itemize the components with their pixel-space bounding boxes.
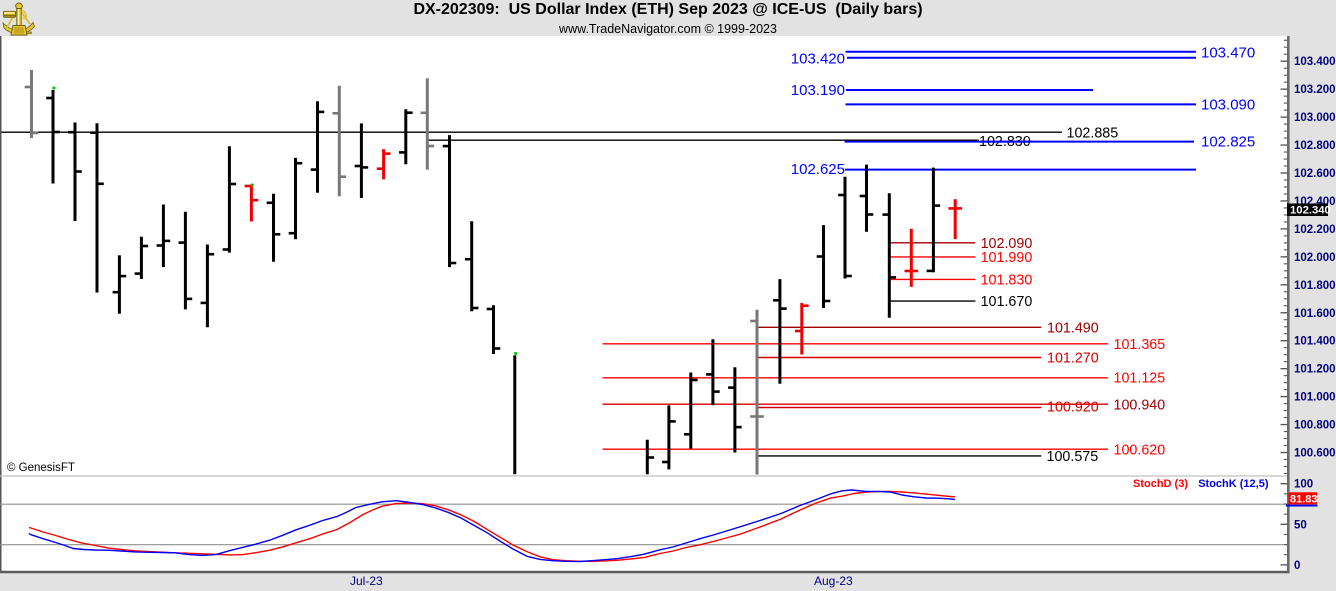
svg-text:103.470: 103.470 [1201,44,1255,61]
svg-text:100.940: 100.940 [1114,398,1166,414]
svg-text:101.830: 101.830 [981,273,1033,289]
svg-text:103.420: 103.420 [791,50,845,67]
svg-text:100.620: 100.620 [1114,443,1166,459]
svg-text:StochK (12,5): StochK (12,5) [1198,478,1269,490]
svg-text:102.625: 102.625 [791,161,845,178]
svg-text:© GenesisFT: © GenesisFT [7,462,75,474]
svg-text:101.400: 101.400 [1294,336,1336,348]
svg-text:101.800: 101.800 [1294,280,1336,292]
svg-text:102.825: 102.825 [1201,134,1255,151]
svg-text:101.670: 101.670 [981,294,1033,310]
svg-text:0: 0 [1294,560,1300,572]
svg-text:102.340: 102.340 [1290,205,1331,217]
svg-text:102.800: 102.800 [1294,140,1336,152]
svg-text:50: 50 [1294,519,1307,531]
svg-text:101.270: 101.270 [1047,351,1099,367]
svg-text:100.920: 100.920 [1047,400,1099,416]
svg-text:101.490: 101.490 [1047,321,1099,337]
svg-text:101.990: 101.990 [981,250,1033,266]
svg-text:102.200: 102.200 [1294,224,1336,236]
svg-text:103.090: 103.090 [1201,97,1255,114]
svg-text:101.365: 101.365 [1114,337,1166,353]
svg-text:102.600: 102.600 [1294,168,1336,180]
svg-text:103.400: 103.400 [1294,56,1336,68]
svg-text:101.125: 101.125 [1114,371,1166,387]
svg-text:StochD (3): StochD (3) [1133,478,1188,490]
svg-text:102.090: 102.090 [981,236,1033,252]
svg-text:100: 100 [1294,479,1313,491]
svg-text:102.885: 102.885 [1067,126,1119,142]
svg-text:100.575: 100.575 [1047,449,1099,465]
svg-text:100.600: 100.600 [1294,448,1336,460]
svg-text:103.200: 103.200 [1294,84,1336,96]
svg-text:102.000: 102.000 [1294,252,1336,264]
svg-text:101.600: 101.600 [1294,308,1336,320]
svg-text:81.83: 81.83 [1290,494,1318,506]
svg-text:101.200: 101.200 [1294,364,1336,376]
svg-text:103.000: 103.000 [1294,112,1336,124]
svg-text:103.190: 103.190 [791,82,845,99]
svg-text:101.000: 101.000 [1294,392,1336,404]
svg-text:100.800: 100.800 [1294,420,1336,432]
